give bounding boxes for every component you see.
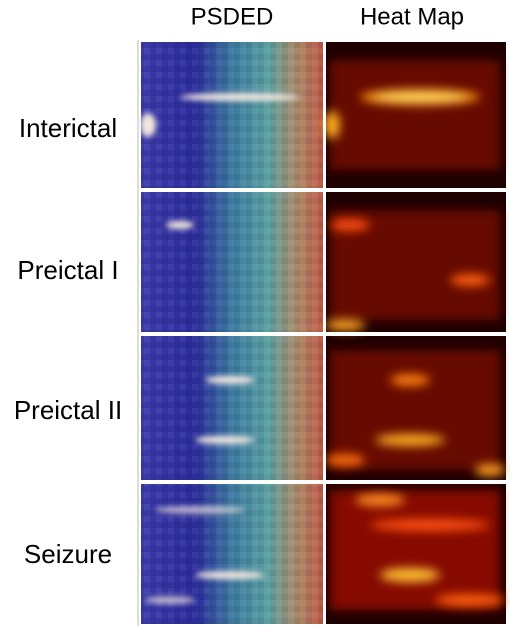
row-separators xyxy=(140,40,510,626)
column-header: PSDED xyxy=(191,3,274,30)
row-label: Preictal I xyxy=(17,255,118,285)
column-header: Heat Map xyxy=(360,3,464,30)
row-label: Preictal II xyxy=(14,395,122,425)
row-label: Interictal xyxy=(19,113,117,143)
row-label: Seizure xyxy=(24,539,112,569)
